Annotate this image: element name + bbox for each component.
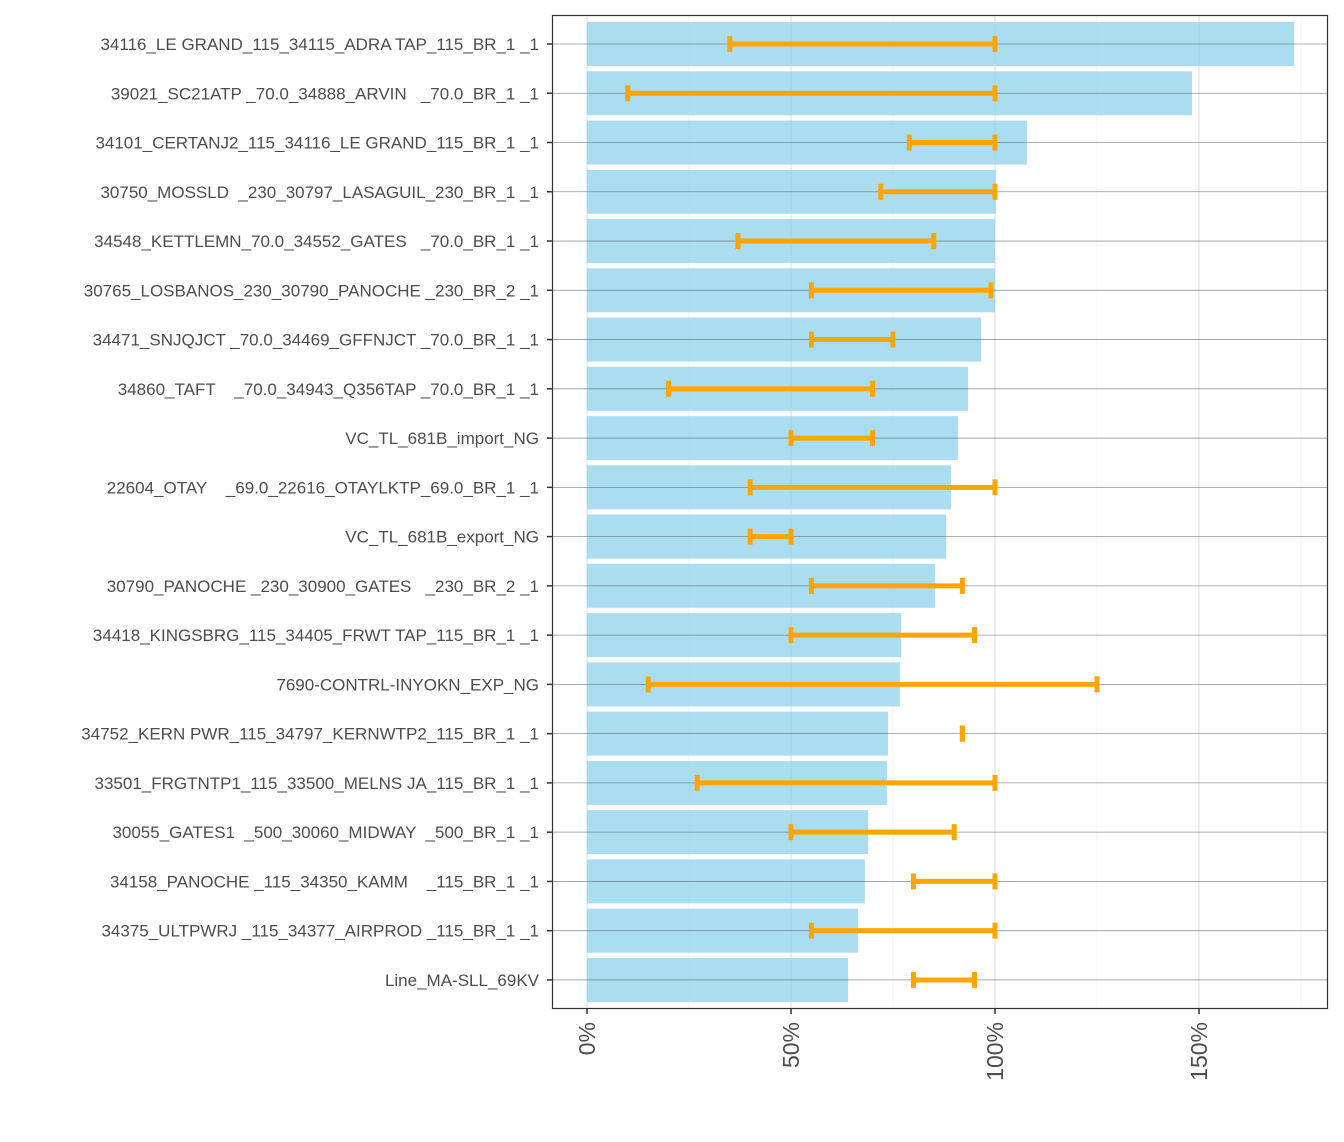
y-tick-label: 34158_PANOCHE _115_34350_KAMM _115_BR_1 … (110, 872, 539, 891)
x-tick-label: 100% (982, 1022, 1008, 1081)
y-tick-label: VC_TL_681B_export_NG (345, 528, 539, 547)
y-tick-label: 34548_KETTLEMN_70.0_34552_GATES _70.0_BR… (94, 232, 539, 251)
error-bar (808, 577, 965, 594)
error-bar (788, 824, 957, 841)
x-axis-labels: 0% 50% 100% 150% (574, 1008, 1212, 1081)
error-bar (906, 134, 998, 151)
y-tick-label: 39021_SC21ATP _70.0_34888_ARVIN _70.0_BR… (111, 84, 539, 103)
y-tick-label: 7690-CONTRL-INYOKN_EXP_NG (276, 675, 539, 694)
error-bar (694, 774, 998, 791)
error-bar (910, 873, 998, 890)
error-bar (735, 233, 937, 250)
y-tick-label: 34116_LE GRAND_115_34115_ADRA TAP_115_BR… (100, 35, 539, 54)
y-tick-label: 34752_KERN PWR_115_34797_KERNWTP2_115_BR… (81, 725, 539, 744)
error-bar (747, 479, 998, 496)
error-bars (625, 36, 1100, 988)
error-bar (808, 282, 994, 299)
x-tick-label: 150% (1186, 1022, 1212, 1081)
y-tick-label: 30790_PANOCHE _230_30900_GATES _230_BR_2… (107, 577, 539, 596)
error-bar (666, 380, 876, 397)
error-bar (878, 183, 998, 200)
y-tick-label: 30750_MOSSLD _230_30797_LASAGUIL_230_BR_… (100, 183, 539, 202)
y-tick-label: 34375_ULTPWRJ _115_34377_AIRPROD _115_BR… (101, 922, 539, 941)
y-tick-label: Line_MA-SLL_69KV (385, 971, 540, 990)
x-tick-label: 0% (574, 1022, 600, 1055)
error-bar (747, 528, 794, 545)
error-bar (727, 36, 998, 52)
error-bar (808, 331, 896, 348)
y-tick-label: 34418_KINGSBRG_115_34405_FRWT TAP_115_BR… (93, 626, 539, 645)
panel-border (551, 14, 1329, 1010)
y-tick-label: 34101_CERTANJ2_115_34116_LE GRAND_115_BR… (95, 134, 539, 153)
y-tick-label: 33501_FRGTNTP1_115_33500_MELNS JA_115_BR… (95, 774, 540, 793)
error-bar (645, 676, 1100, 693)
error-bar (625, 85, 998, 102)
y-tick-label: 34860_TAFT _70.0_34943_Q356TAP _70.0_BR_… (118, 380, 539, 399)
y-tick-label: 30765_LOSBANOS_230_30790_PANOCHE _230_BR… (84, 281, 539, 300)
y-tick-label: 30055_GATES1 _500_30060_MIDWAY _500_BR_1… (112, 823, 539, 842)
y-axis-labels: 34116_LE GRAND_115_34115_ADRA TAP_115_BR… (81, 35, 552, 990)
y-tick-label: 22604_OTAY _69.0_22616_OTAYLKTP_69.0_BR_… (107, 478, 539, 497)
error-bar (910, 971, 978, 988)
error-bar (808, 922, 998, 939)
y-tick-label: 34471_SNJQJCT _70.0_34469_GFFNJCT _70.0_… (93, 331, 539, 350)
error-bar (788, 627, 978, 644)
bars (587, 22, 1295, 1002)
y-tick-label: VC_TL_681B_import_NG (345, 429, 539, 448)
error-bar (788, 430, 876, 447)
x-tick-label: 50% (778, 1022, 804, 1068)
